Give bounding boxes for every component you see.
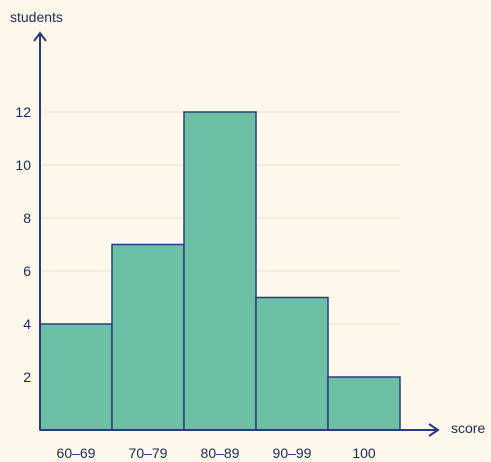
- bar-80–89: [183, 111, 257, 431]
- x-axis-arrow: [428, 423, 440, 437]
- y-tick-labels: 2 4 6 8 10 12: [15, 104, 31, 385]
- y-tick-10: 10: [15, 157, 31, 173]
- x-category-labels: 60–69 70–79 80–89 90–99 100: [57, 445, 376, 461]
- y-axis-title: students: [10, 9, 63, 25]
- y-tick-6: 6: [23, 263, 31, 279]
- bar-90–99: [255, 296, 329, 431]
- bar-100: [327, 376, 401, 431]
- x-category-label: 90–99: [273, 445, 312, 461]
- x-category-label: 70–79: [129, 445, 168, 461]
- axes: [33, 31, 440, 437]
- y-tick-4: 4: [23, 316, 31, 332]
- x-category-label: 80–89: [201, 445, 240, 461]
- y-axis-arrow: [33, 31, 47, 42]
- bars: [39, 111, 401, 431]
- y-tick-12: 12: [15, 104, 31, 120]
- x-category-label: 60–69: [57, 445, 96, 461]
- y-tick-2: 2: [23, 369, 31, 385]
- x-category-label: 100: [352, 445, 376, 461]
- x-axis-title: score: [451, 420, 485, 436]
- bar-70–79: [111, 243, 185, 431]
- bar-60–69: [39, 323, 113, 431]
- y-tick-8: 8: [23, 210, 31, 226]
